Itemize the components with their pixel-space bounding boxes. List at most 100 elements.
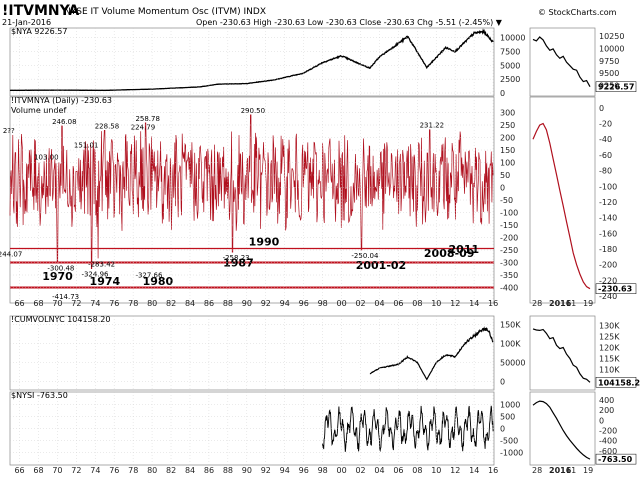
x-tick-label: 10 <box>431 466 441 475</box>
year-annotation: 2008-09 <box>424 247 475 260</box>
inset-cumvol-y-tick: 130K <box>599 322 620 331</box>
inset-itvm-y-tick: -20 <box>599 120 612 129</box>
y-tick-label: -400 <box>500 284 518 293</box>
inset-cumvol-y-tick: 115K <box>599 354 620 363</box>
y-tick-label: 50 <box>500 171 510 180</box>
x-tick-label: 80 <box>147 299 157 308</box>
x-tick-label: 86 <box>204 466 214 475</box>
x-tick-label: 70 <box>52 466 62 475</box>
main-panel-frame-3 <box>9 315 495 391</box>
x-tick-label: 06 <box>393 466 403 475</box>
axes-layer: 66 66 68 68 70 70 72 72 74 74 76 76 78 78 80 80 82 82 84 84… <box>10 28 624 475</box>
x-tick-label: 88 <box>223 466 233 475</box>
inset-nya-last-value: 9226.57 <box>598 83 634 92</box>
x-tick-label: 76 <box>109 466 119 475</box>
value-annotation: -300.48 <box>47 265 74 273</box>
y-tick-label: 150 <box>500 146 515 155</box>
y-tick-label: -200 <box>500 234 518 243</box>
y-tick-label: -350 <box>500 271 518 280</box>
ohlc-readout: Open -230.63 High -230.63 Low -230.63 Cl… <box>196 18 503 27</box>
inset-nya-y-tick: 9750 <box>599 57 619 66</box>
year-annotation: 1970 <box>42 270 73 283</box>
x-tick-label: 74 <box>90 466 100 475</box>
inset-nya-y-tick: 10250 <box>599 32 624 41</box>
inset-itvm-y-tick: -100 <box>599 182 617 191</box>
x-tick-label: 80 <box>147 466 157 475</box>
x-tick-label: 82 <box>166 299 176 308</box>
value-annotation: 228.58 <box>95 122 120 130</box>
x-tick-label: 94 <box>280 299 290 308</box>
inset-itvm-y-tick: 0 <box>599 104 604 113</box>
x-tick-label: 08 <box>412 299 422 308</box>
x-tick-label: 74 <box>90 299 100 308</box>
x-tick-label: 90 <box>242 299 252 308</box>
panel4-label: $NYSI -763.50 <box>11 391 68 400</box>
x-tick-label: 02 <box>355 299 365 308</box>
value-annotation: 2?? <box>3 127 15 135</box>
x-tick-label: 16 <box>488 466 498 475</box>
x-tick-label: 90 <box>242 466 252 475</box>
year-annotation: 2001-02 <box>356 259 407 272</box>
value-annotation: -258.23 <box>223 254 250 262</box>
inset-nysi-y-tick: 400 <box>599 396 614 405</box>
inset-itvm-y-tick: -200 <box>599 261 617 270</box>
inset-nysi-y-tick: -400 <box>599 437 617 446</box>
x-tick-label: 04 <box>374 299 384 308</box>
main-panel-frame-1 <box>9 27 495 97</box>
value-annotation: -250.04 <box>351 252 379 260</box>
y-tick-label: 0 <box>500 184 505 193</box>
x-tick-label: 86 <box>204 299 214 308</box>
value-annotation: 258.78 <box>135 115 160 123</box>
y-tick-label: 0 <box>500 377 505 386</box>
x-tick-label: 14 <box>469 299 479 308</box>
value-annotation: -327.66 <box>135 271 163 279</box>
x-tick-label: 72 <box>71 466 81 475</box>
x-tick-label: 92 <box>261 466 271 475</box>
x-tick-label: 66 <box>14 299 24 308</box>
y-tick-label: 150K <box>500 321 521 330</box>
inset-cumvol-last-value: 104158.20 <box>598 378 640 387</box>
y-tick-label: 250 <box>500 121 515 130</box>
itvm-line <box>9 114 494 270</box>
y-tick-label: 5000 <box>500 61 520 70</box>
inset-panel-frame-3 <box>529 315 596 391</box>
value-annotation: -414.73 <box>52 293 79 301</box>
y-tick-label: 10000 <box>500 34 525 43</box>
inset-panel-frame-4 <box>529 391 596 466</box>
x-tick-label: 92 <box>261 299 271 308</box>
inset-nya-last-value-box <box>595 81 637 92</box>
inset-itvm-y-tick: -80 <box>599 167 612 176</box>
inset-nya-line <box>532 36 591 87</box>
x-tick-label: 10 <box>431 299 441 308</box>
year-annotation: 1987 <box>223 256 254 269</box>
inset-itvm-line <box>532 122 591 290</box>
x-tick-label: 16 <box>488 299 498 308</box>
value-annotation: 103.00 <box>34 153 59 161</box>
inset-nysi-y-tick: -200 <box>599 427 617 436</box>
panel1-label: $NYA 9226.57 <box>11 27 67 36</box>
inset-itvm-y-tick: -60 <box>599 151 612 160</box>
chart-title: NYSE IT Volume Momentum Osc (ITVM) INDX <box>64 7 266 17</box>
inset-itvm-last-value: -230.63 <box>598 285 632 294</box>
x-tick-label: 96 <box>299 299 309 308</box>
inset-cumvol-y-tick: 120K <box>599 344 620 353</box>
x-tick-label: 98 <box>318 299 328 308</box>
inset-cumvol-y-tick: 110K <box>599 365 620 374</box>
inset-nya-y-tick: 9500 <box>599 69 619 78</box>
value-annotation: 290.50 <box>241 107 266 115</box>
inset-itvm-last-value-box <box>595 283 637 294</box>
inset-nysi-y-tick: -600 <box>599 447 617 456</box>
x-tick-label: 66 <box>14 466 24 475</box>
inset-nysi-last-value: -763.50 <box>598 455 633 464</box>
x-tick-label: 12 <box>450 466 460 475</box>
inset-nya-y-tick: 10000 <box>599 44 624 53</box>
nysi-line <box>322 405 494 453</box>
reference-lines <box>10 247 494 289</box>
value-annotation: -244.07 <box>0 251 22 259</box>
value-annotation: 224.79 <box>131 123 156 131</box>
y-tick-label: -500 <box>500 436 518 445</box>
panel2-label: !ITVMNYA (Daily) -230.63 <box>11 96 112 105</box>
y-tick-label: -50 <box>500 196 513 205</box>
